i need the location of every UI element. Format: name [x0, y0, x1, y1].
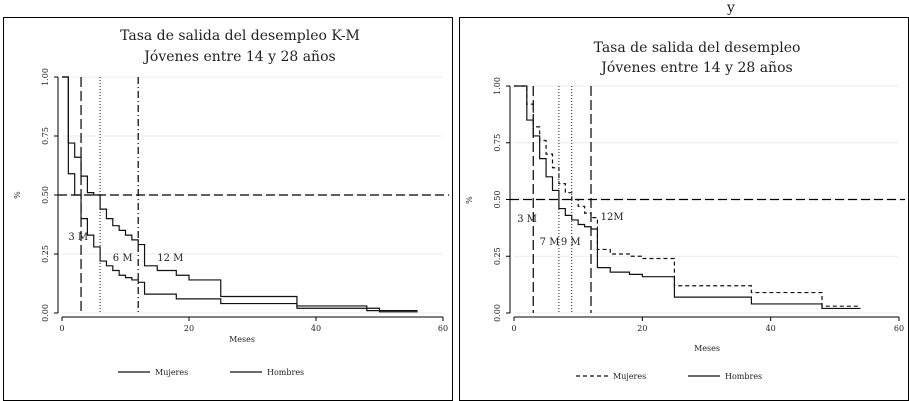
- y-tick-label: 0.50: [493, 191, 502, 209]
- x-tick-label: 60: [894, 324, 904, 333]
- y-tick-label: 0.75: [493, 134, 502, 152]
- y-axis-label: %: [465, 196, 474, 204]
- vline-label: 3 M: [517, 214, 537, 225]
- header-text: y: [726, 0, 735, 16]
- x-axis-label: Meses: [694, 344, 720, 353]
- chart-title: Tasa de salida del desempleo: [594, 40, 801, 56]
- vline-label: 6 M: [113, 253, 133, 264]
- x-axis-label: Meses: [229, 335, 255, 344]
- vline-label: 9 M: [561, 237, 581, 248]
- vline-label: 12 M: [157, 253, 183, 264]
- legend-label: Hombres: [267, 368, 304, 377]
- legend-label: Mujeres: [155, 368, 188, 377]
- vline-label: 3 M: [68, 232, 88, 243]
- legend-label: Hombres: [725, 372, 762, 381]
- chart-left: Tasa de salida del desempleo K-M Jóvenes …: [13, 28, 449, 377]
- series-line-mujeres: [514, 85, 861, 307]
- x-tick-label: 20: [184, 324, 194, 333]
- vline-label: 12M: [601, 212, 624, 223]
- legend-label: Mujeres: [613, 372, 646, 381]
- x-tick-label: 40: [311, 324, 321, 333]
- chart-subtitle: Jóvenes entre 14 y 28 años: [142, 49, 335, 65]
- chart-subtitle: Jóvenes entre 14 y 28 años: [599, 60, 792, 76]
- x-tick-label: 40: [766, 324, 776, 333]
- x-tick-label: 60: [438, 324, 448, 333]
- x-tick-label: 20: [637, 324, 647, 333]
- y-axis-label: %: [13, 191, 22, 199]
- series-line-mujeres: [62, 76, 418, 312]
- series-line-hombres: [62, 76, 418, 313]
- vline-label: 7 M: [540, 237, 560, 248]
- x-tick-label: 0: [59, 324, 64, 333]
- y-tick-label: 1.00: [41, 68, 50, 86]
- y-tick-label: 0.00: [41, 304, 50, 322]
- x-tick-label: 0: [511, 324, 516, 333]
- series-line-hombres: [514, 85, 861, 310]
- chart-title: Tasa de salida del desempleo K-M: [120, 28, 360, 44]
- chart-right: Tasa de salida del desempleo Jóvenes entr…: [465, 40, 905, 381]
- y-tick-label: 0.75: [41, 127, 50, 145]
- y-tick-label: 0.25: [493, 247, 502, 265]
- y-tick-label: 0.00: [493, 304, 502, 322]
- panel-left-frame: [3, 17, 453, 401]
- y-tick-label: 0.50: [41, 186, 50, 204]
- y-tick-label: 0.25: [41, 245, 50, 263]
- y-tick-label: 1.00: [493, 77, 502, 95]
